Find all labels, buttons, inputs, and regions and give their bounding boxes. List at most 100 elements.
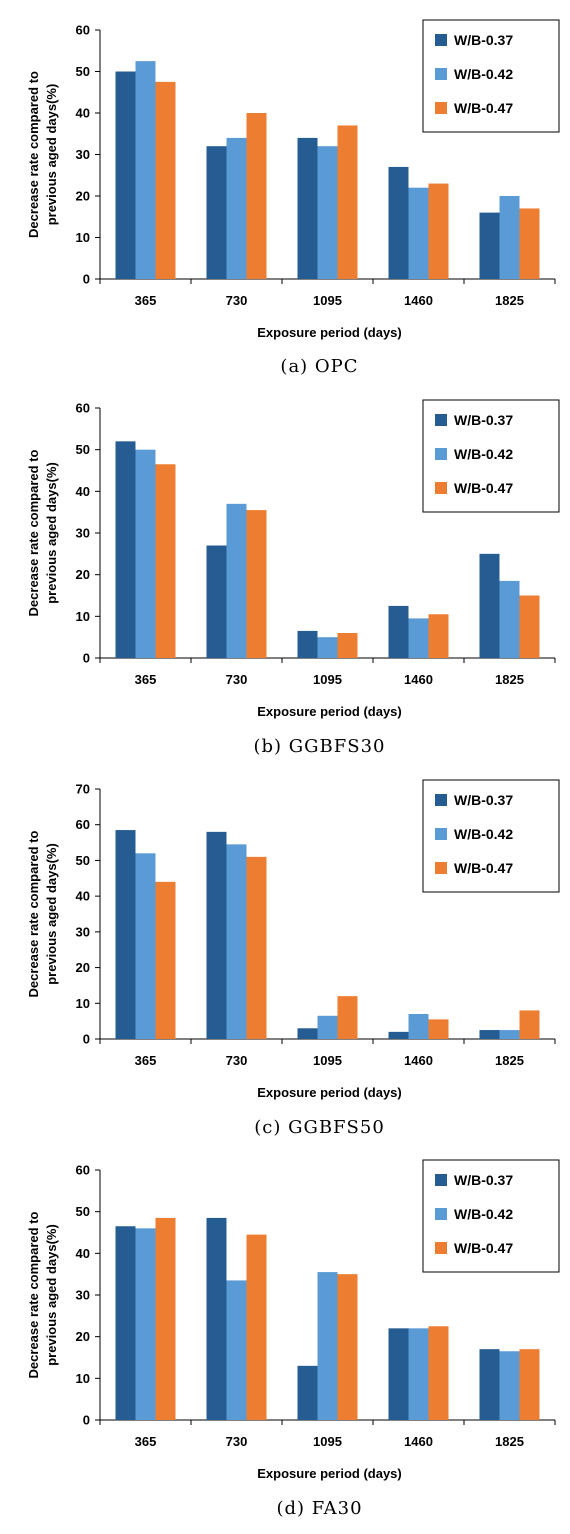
legend-swatch [435,414,447,426]
bar-w-b-0-42-365 [135,449,156,658]
bar-w-b-0-42-365 [135,61,156,279]
y-tick-label: 30 [76,924,90,939]
x-tick-label: 1460 [404,293,433,308]
legend-swatch [435,102,447,114]
bar-w-b-0-37-1460 [388,166,409,279]
legend-label: W/B-0.37 [454,792,513,808]
legend-swatch [435,34,447,46]
bar-w-b-0-47-730 [246,113,267,279]
chart-panel-1: 0 10 20 30 40 50 60 365 730 1095 1460 1825 Exposure … [26,19,560,377]
bar-w-b-0-42-1095 [317,637,338,658]
y-tick-label: 0 [83,1413,90,1428]
legend-swatch [435,862,447,874]
legend-swatch [435,482,447,494]
legend-swatch [435,828,447,840]
x-tick-label: 1825 [495,672,524,687]
chart-panel-2: 0 10 20 30 40 50 60 365 730 1095 1460 1825 Exposure … [26,399,560,757]
bar-w-b-0-37-1095 [297,137,318,279]
y-tick-label: 30 [76,147,90,162]
x-tick-label: 365 [135,672,157,687]
y-axis-title: Decrease rate compared to previous aged d… [26,830,59,997]
x-axis-title: Exposure period (days) [257,704,401,719]
y-tick-label: 60 [76,401,90,416]
x-tick-label: 1460 [404,1053,433,1068]
bar-w-b-0-37-365 [115,441,136,658]
bar-w-b-0-47-1460 [428,1019,449,1039]
legend-label: W/B-0.37 [454,1172,513,1188]
y-tick-label: 0 [83,651,90,666]
chart-panel-4: 0 10 20 30 40 50 60 365 730 1095 1460 1825 Exposure … [26,1159,560,1519]
x-tick-label: 730 [226,672,248,687]
y-tick-label: 50 [76,853,90,868]
panel-caption: (d) FA30 [276,1498,362,1519]
bar-w-b-0-47-365 [155,881,176,1039]
y-tick-label: 0 [83,1032,90,1047]
y-tick-label: 40 [76,106,90,121]
bar-w-b-0-42-1460 [408,618,429,658]
panel-caption: (b) GGBFS30 [254,736,386,757]
bar-w-b-0-47-1460 [428,614,449,658]
bar-w-b-0-37-365 [115,1226,136,1420]
bar-w-b-0-42-1095 [317,146,338,279]
bar-w-b-0-42-730 [226,844,247,1039]
y-tick-label: 60 [76,1163,90,1178]
legend-label: W/B-0.42 [454,826,513,842]
y-tick-label: 60 [76,817,90,832]
y-tick-label: 40 [76,889,90,904]
x-tick-label: 730 [226,1434,248,1449]
y-tick-label: 30 [76,526,90,541]
x-tick-label: 1460 [404,672,433,687]
x-tick-label: 365 [135,1434,157,1449]
x-axis-title: Exposure period (days) [257,1085,401,1100]
x-axis-title: Exposure period (days) [257,1466,401,1481]
bar-w-b-0-37-1095 [297,1365,318,1420]
bar-w-b-0-47-1460 [428,183,449,279]
bar-w-b-0-42-1825 [499,196,520,279]
legend-label: W/B-0.37 [454,32,513,48]
x-tick-label: 730 [226,1053,248,1068]
y-tick-label: 10 [76,1371,90,1386]
x-tick-label: 365 [135,1053,157,1068]
bar-w-b-0-37-1825 [479,553,500,658]
legend: W/B-0.37 W/B-0.42 W/B-0.47 [422,1159,560,1273]
x-tick-label: 1095 [313,1053,342,1068]
bar-w-b-0-42-1825 [499,580,520,658]
y-tick-label: 50 [76,64,90,79]
bar-w-b-0-42-365 [135,853,156,1039]
y-axis-title: Decrease rate compared to previous aged d… [26,71,59,238]
x-tick-label: 1460 [404,1434,433,1449]
bar-w-b-0-42-1460 [408,1014,429,1039]
bar-w-b-0-42-1825 [499,1351,520,1420]
bar-w-b-0-37-1460 [388,1328,409,1420]
bar-w-b-0-37-1825 [479,212,500,279]
x-tick-label: 1825 [495,1053,524,1068]
y-axis-title: Decrease rate compared to previous aged d… [26,1211,59,1378]
bar-w-b-0-47-365 [155,464,176,658]
y-tick-label: 60 [76,23,90,38]
bar-w-b-0-37-730 [206,831,227,1039]
y-tick-label: 20 [76,567,90,582]
y-tick-label: 20 [76,1329,90,1344]
y-tick-label: 50 [76,442,90,457]
y-tick-label: 10 [76,609,90,624]
legend-label: W/B-0.47 [454,480,513,496]
bar-w-b-0-42-365 [135,1228,156,1420]
x-tick-label: 1095 [313,672,342,687]
legend-swatch [435,68,447,80]
bar-w-b-0-47-730 [246,856,267,1039]
chart-panel-3: 0 10 20 30 40 50 60 70 365 730 1095 1460 1825 Exposur… [26,779,560,1138]
y-tick-label: 0 [83,272,90,287]
y-tick-label: 50 [76,1204,90,1219]
bar-w-b-0-37-1460 [388,1031,409,1039]
x-tick-label: 1095 [313,293,342,308]
bar-w-b-0-47-730 [246,1234,267,1420]
legend-label: W/B-0.42 [454,1206,513,1222]
bar-w-b-0-42-1095 [317,1015,338,1039]
legend-swatch [435,1174,447,1186]
legend-label: W/B-0.42 [454,446,513,462]
bar-w-b-0-47-1825 [519,1349,540,1420]
bar-w-b-0-37-730 [206,545,227,658]
legend-swatch [435,448,447,460]
